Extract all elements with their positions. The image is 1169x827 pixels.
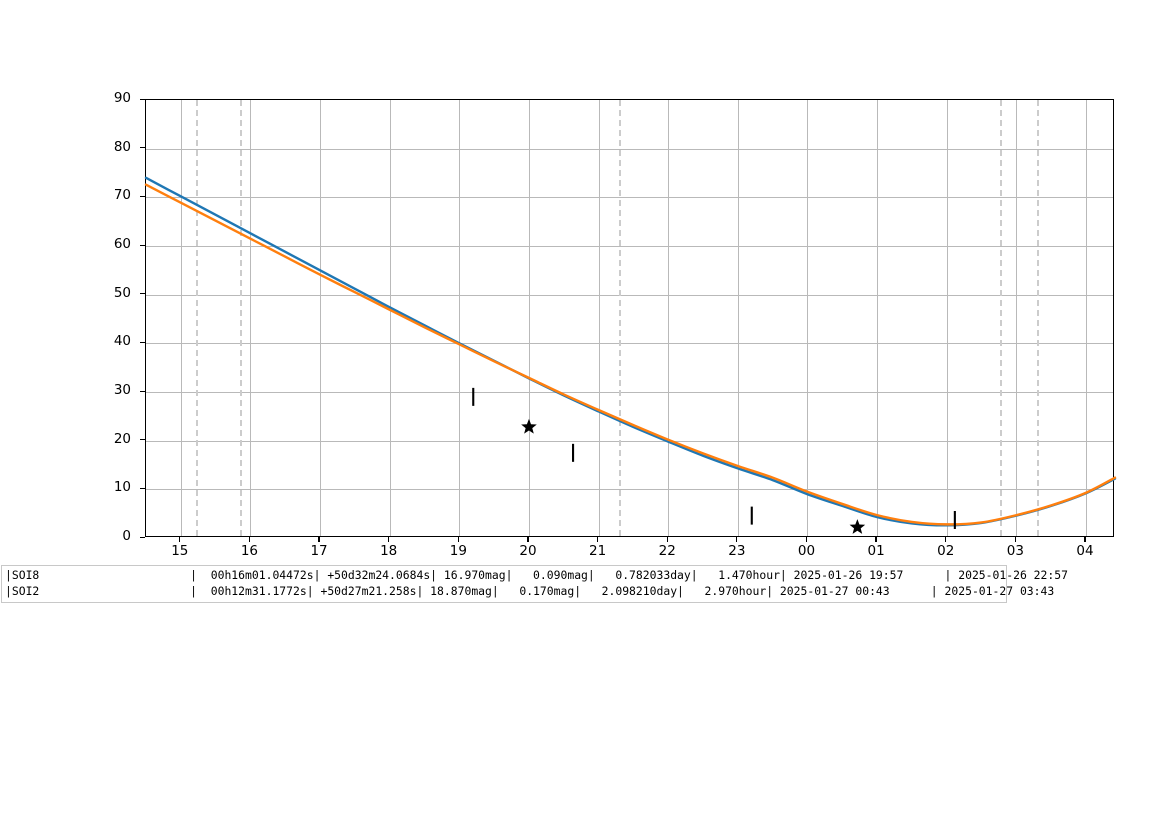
plot-area <box>144 99 1117 537</box>
gridline-horizontal <box>146 294 1113 296</box>
gridline-vertical <box>389 100 391 536</box>
y-tick-label: 90 <box>113 90 131 106</box>
y-tick-mark <box>140 390 145 392</box>
gridline-vertical <box>320 100 322 536</box>
x-tick-label: 18 <box>380 543 398 559</box>
y-tick-mark <box>140 244 145 246</box>
gridline-horizontal <box>146 246 1113 247</box>
gridline-horizontal <box>146 343 1113 345</box>
x-tick-mark <box>527 537 529 542</box>
gridline-horizontal <box>146 392 1113 393</box>
vertical-dashed-marker <box>1000 100 1003 536</box>
gridline-vertical <box>1016 100 1018 536</box>
legend-row: |SOI8 | 00h16m01.04472s| +50d32m24.0684s… <box>5 568 1068 582</box>
y-tick-mark <box>140 293 145 295</box>
legend-row: |SOI2 | 00h12m31.1772s| +50d27m21.258s| … <box>5 583 1055 598</box>
transit-center-star-marker <box>849 519 866 534</box>
series-line-soi8 <box>144 176 1117 527</box>
gridline-vertical <box>668 100 670 536</box>
y-tick-label: 40 <box>113 333 131 350</box>
gridline-horizontal <box>146 148 1113 150</box>
vertical-dashed-marker <box>239 100 242 536</box>
gridline-horizontal <box>146 197 1113 199</box>
vertical-dashed-marker <box>619 100 622 536</box>
x-tick-label: 21 <box>588 543 607 559</box>
x-tick-label: 03 <box>1006 543 1024 559</box>
gridline-vertical <box>598 100 600 536</box>
gridline-horizontal <box>146 440 1113 442</box>
x-tick-mark <box>1084 537 1086 542</box>
gridline-vertical <box>250 100 252 536</box>
gridline-vertical <box>528 100 530 536</box>
x-tick-label: 23 <box>728 543 746 559</box>
x-tick-label: 15 <box>171 543 189 559</box>
x-tick-label: 04 <box>1076 543 1094 559</box>
y-tick-label: 10 <box>113 479 131 496</box>
y-tick-label: 30 <box>113 382 131 398</box>
x-tick-mark <box>457 537 459 542</box>
x-tick-mark <box>875 537 877 542</box>
y-tick-label: 50 <box>113 284 131 301</box>
y-tick-mark <box>140 439 145 441</box>
x-tick-mark <box>945 537 947 542</box>
x-tick-mark <box>666 537 668 542</box>
y-tick-label: 20 <box>113 430 131 447</box>
y-tick-mark <box>140 536 145 538</box>
x-tick-mark <box>318 537 320 542</box>
x-tick-label: 19 <box>449 543 467 559</box>
y-tick-mark <box>140 341 145 344</box>
y-tick-label: 70 <box>113 187 131 204</box>
y-tick-label: 60 <box>113 236 131 252</box>
vertical-dashed-marker <box>1037 100 1040 536</box>
x-tick-label: 20 <box>519 543 537 559</box>
series-line-soi2 <box>144 183 1117 526</box>
x-tick-mark <box>388 537 390 542</box>
x-tick-label: 22 <box>658 543 676 559</box>
x-tick-mark <box>805 537 808 542</box>
y-tick-mark <box>140 147 145 149</box>
x-tick-label: 17 <box>310 543 328 559</box>
y-tick-mark <box>140 487 145 490</box>
gridline-vertical <box>459 100 461 536</box>
transit-center-star-marker <box>521 418 537 434</box>
gridline-vertical <box>737 100 739 536</box>
x-tick-label: 02 <box>937 543 955 559</box>
x-tick-mark <box>179 537 181 542</box>
gridline-vertical <box>946 100 948 536</box>
target-legend-table: |SOI8 | 00h16m01.04472s| +50d32m24.0684s… <box>1 565 1068 603</box>
gridline-horizontal <box>146 489 1113 491</box>
gridline-vertical <box>877 100 879 536</box>
x-tick-label: 00 <box>797 543 816 559</box>
gridline-vertical <box>807 100 809 536</box>
y-tick-label: 80 <box>113 138 131 155</box>
x-tick-label: 16 <box>240 543 259 559</box>
y-tick-label: 0 <box>122 528 131 544</box>
x-tick-mark <box>736 537 738 542</box>
x-tick-mark <box>596 537 599 542</box>
y-tick-mark <box>140 98 145 100</box>
gridline-vertical <box>180 100 182 536</box>
curves-layer <box>144 176 1117 534</box>
gridline-vertical <box>1085 100 1087 536</box>
x-tick-mark <box>248 537 251 542</box>
x-tick-mark <box>1014 537 1016 542</box>
y-tick-mark <box>140 195 145 198</box>
vertical-dashed-marker <box>195 100 198 536</box>
x-tick-label: 01 <box>867 543 885 559</box>
